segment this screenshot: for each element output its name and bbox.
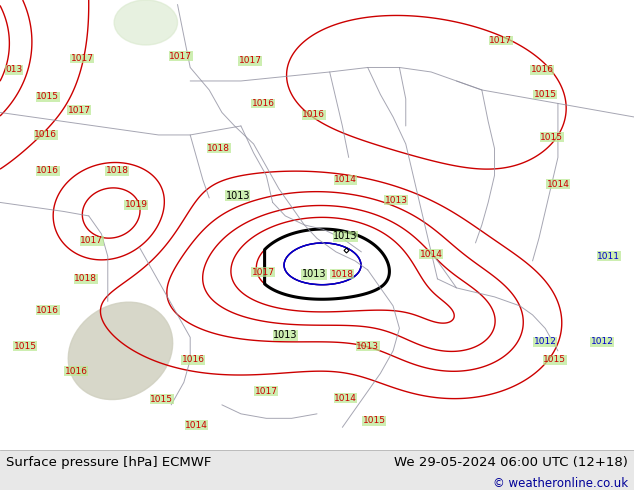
Text: 1014: 1014 (334, 393, 357, 403)
Text: Surface pressure [hPa] ECMWF: Surface pressure [hPa] ECMWF (6, 456, 212, 469)
Text: 1012: 1012 (591, 337, 614, 346)
Text: 1016: 1016 (36, 167, 59, 175)
Text: 1016: 1016 (302, 110, 325, 119)
Text: 1016: 1016 (34, 130, 57, 140)
Text: 1013: 1013 (226, 191, 250, 201)
Text: © weatheronline.co.uk: © weatheronline.co.uk (493, 477, 628, 490)
Text: 1017: 1017 (81, 236, 103, 245)
Text: 1018: 1018 (331, 270, 354, 279)
Text: 1013: 1013 (333, 231, 358, 241)
Text: 1014: 1014 (185, 420, 208, 430)
Text: 1018: 1018 (106, 167, 129, 175)
Text: 1017: 1017 (255, 387, 278, 396)
Text: 1013: 1013 (385, 196, 408, 205)
Text: 1018: 1018 (207, 144, 230, 153)
Text: 1017: 1017 (239, 56, 262, 65)
Text: 1015: 1015 (534, 90, 557, 99)
Text: 1016: 1016 (531, 65, 553, 74)
Text: 1017: 1017 (169, 52, 192, 61)
Text: 1016: 1016 (182, 355, 205, 365)
Text: 1015: 1015 (36, 92, 59, 101)
Text: 1017: 1017 (252, 268, 275, 277)
Text: 1019: 1019 (125, 200, 148, 209)
Text: 1015: 1015 (543, 355, 566, 365)
Text: 1017: 1017 (71, 54, 94, 63)
Text: 1012: 1012 (534, 337, 557, 346)
Text: 1017: 1017 (68, 106, 91, 115)
Text: We 29-05-2024 06:00 UTC (12+18): We 29-05-2024 06:00 UTC (12+18) (394, 456, 628, 469)
Text: 1018: 1018 (74, 274, 97, 283)
Text: 1013: 1013 (302, 270, 326, 279)
Ellipse shape (114, 0, 178, 45)
Text: 1014: 1014 (547, 180, 569, 189)
Text: 1011: 1011 (597, 252, 620, 261)
Text: 1013: 1013 (356, 342, 379, 351)
Text: 1017: 1017 (489, 36, 512, 45)
Text: 1016: 1016 (36, 306, 59, 315)
Text: 1015: 1015 (14, 342, 37, 351)
Text: 013: 013 (5, 65, 23, 74)
Text: 1015: 1015 (150, 395, 173, 404)
Text: 1015: 1015 (363, 416, 385, 425)
Text: 1016: 1016 (65, 367, 87, 376)
Text: 1014: 1014 (420, 249, 443, 259)
Text: 1016: 1016 (252, 99, 275, 108)
Ellipse shape (68, 302, 172, 399)
Text: 1013: 1013 (273, 330, 297, 340)
Text: 1014: 1014 (334, 175, 357, 184)
Text: 1015: 1015 (540, 133, 563, 142)
